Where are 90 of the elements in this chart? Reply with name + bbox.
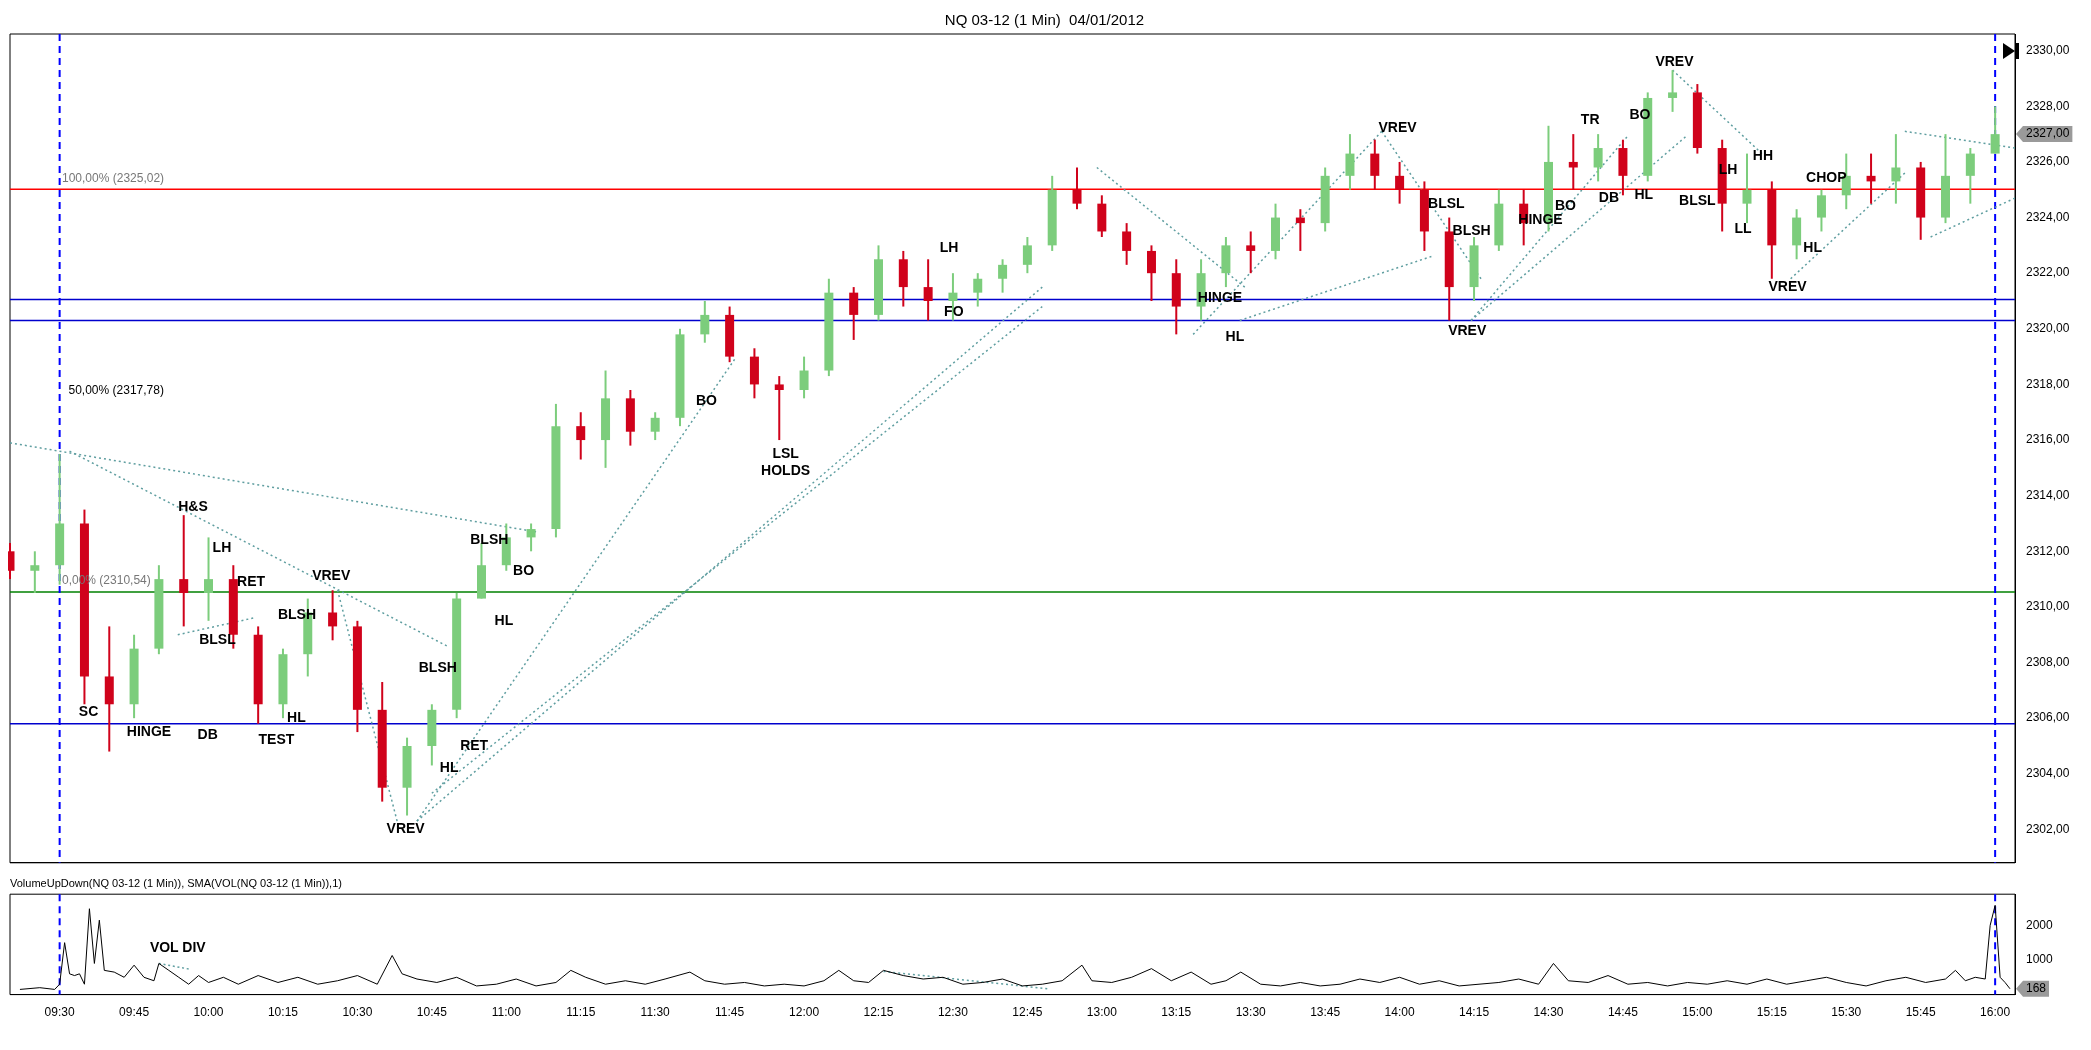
annotation: BO [1554, 197, 1577, 214]
annotation: RET [460, 736, 489, 753]
annotation: H&S [178, 497, 208, 514]
y-tick-label: 2000 [2026, 917, 2054, 932]
annotation: LL [1734, 219, 1752, 236]
x-tick-label: 09:30 [44, 1005, 75, 1020]
x-tick-label: 15:45 [1905, 1005, 1937, 1020]
y-tick-label: 2316,00 [2026, 432, 2070, 447]
annotation: TR [1580, 111, 1600, 128]
annotation: DB [1598, 188, 1620, 205]
x-tick-label: 12:45 [1012, 1005, 1043, 1020]
text: 168 [2026, 981, 2047, 996]
x-tick-label: 13:00 [1086, 1005, 1118, 1020]
x-tick-label: 12:00 [789, 1005, 820, 1020]
annotation: VREV [312, 567, 351, 584]
annotation: HH [1752, 147, 1773, 164]
chart-title: NQ 03-12 (1 Min) 04/01/2012 [944, 11, 1145, 29]
x-tick-label: 10:00 [193, 1005, 224, 1020]
y-tick-label: 2322,00 [2026, 265, 2070, 280]
x-tick-label: 14:30 [1533, 1005, 1564, 1020]
annotation: CHOP [1806, 169, 1847, 186]
y-tick-label: 1000 [2026, 952, 2054, 967]
y-tick-label: 2330,00 [2026, 43, 2070, 57]
annotation: HL [494, 611, 514, 628]
annotation: TEST [258, 731, 295, 748]
y-tick-label: 2324,00 [2026, 209, 2070, 224]
chart-title: VolumeUpDown(NQ 03-12 (1 Min)), SMA(VOL(NQ 03-12 (1 Min)),1) [10, 876, 342, 889]
annotation: BO [513, 561, 535, 578]
x-tick-label: 10:45 [416, 1005, 448, 1020]
annotation: VOL DIV [149, 938, 207, 955]
text: 2327,00 [2026, 126, 2070, 141]
y-tick-label: 2308,00 [2026, 654, 2070, 669]
annotation: HL [287, 709, 307, 726]
annotation: 50,00% (2317,78) [68, 382, 164, 397]
x-tick-label: 11:30 [640, 1005, 671, 1020]
x-tick-label: 13:15 [1161, 1005, 1192, 1020]
annotation: VREV [1768, 277, 1808, 294]
x-tick-label: 16:00 [1980, 1005, 2011, 1020]
y-tick-label: 2312,00 [2026, 543, 2070, 558]
x-tick-label: 10:30 [342, 1005, 373, 1020]
annotation: BLSH [470, 531, 509, 548]
ref-line-label: 100,00% (2325,02) [62, 170, 165, 185]
x-tick-label: 09:45 [119, 1005, 150, 1020]
y-tick-label: 2318,00 [2026, 376, 2070, 391]
annotation: HL [1634, 186, 1654, 203]
annotation: LH [212, 539, 232, 556]
y-tick-label: 2328,00 [2026, 98, 2070, 113]
annotation: HOLDS [761, 461, 811, 478]
annotation: BO [1629, 105, 1651, 122]
annotation: DB [197, 725, 218, 742]
annotation: BLSL [1428, 194, 1466, 211]
y-tick-label: 2314,00 [2026, 487, 2070, 502]
annotation: FO [944, 302, 964, 319]
y-tick-label: 2320,00 [2026, 321, 2070, 336]
y-tick-label: 2304,00 [2026, 766, 2070, 781]
x-tick-label: 10:15 [267, 1005, 299, 1020]
x-tick-label: 14:15 [1459, 1005, 1490, 1020]
annotation: BLSH [277, 606, 317, 623]
annotation: LH [939, 239, 959, 256]
annotation: HL [439, 759, 459, 776]
annotation: VREV [1655, 52, 1695, 69]
x-tick-label: 11:15 [566, 1005, 596, 1020]
x-tick-label: 14:45 [1607, 1005, 1639, 1020]
x-tick-label: 11:00 [491, 1005, 522, 1020]
y-tick-label: 2306,00 [2026, 710, 2070, 725]
annotation: BLSH [418, 658, 457, 675]
x-tick-label: 12:30 [937, 1005, 969, 1020]
annotation: BO [695, 391, 717, 408]
x-tick-label: 15:30 [1831, 1005, 1862, 1020]
y-tick-label: 2326,00 [2026, 154, 2070, 169]
annotation: HINGE [126, 722, 172, 739]
annotation: RET [237, 572, 266, 589]
x-tick-label: 13:45 [1310, 1005, 1341, 1020]
x-tick-label: 15:15 [1756, 1005, 1788, 1020]
x-tick-label: 12:15 [863, 1005, 894, 1020]
annotation: LSL [772, 444, 800, 461]
annotation: BLSL [1679, 191, 1717, 208]
annotation: SC [78, 703, 99, 720]
annotation: HL [1225, 328, 1245, 345]
annotation: HL [1803, 239, 1823, 256]
annotation: VREV [1448, 322, 1487, 339]
y-tick-label: 2302,00 [2026, 821, 2070, 836]
annotation: BLSH [1452, 222, 1491, 239]
annotation: VREV [386, 820, 426, 837]
x-tick-label: 14:00 [1384, 1005, 1415, 1020]
x-tick-label: 15:00 [1682, 1005, 1713, 1020]
annotation: VREV [1378, 119, 1418, 136]
x-tick-label: 11:45 [715, 1005, 745, 1020]
y-tick-label: 2310,00 [2026, 599, 2070, 614]
x-tick-label: 13:30 [1235, 1005, 1267, 1020]
